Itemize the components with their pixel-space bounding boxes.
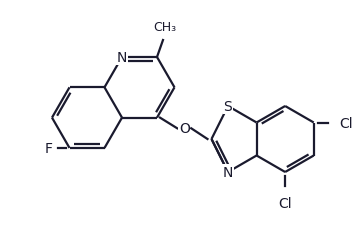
Text: Cl: Cl — [340, 116, 353, 130]
Text: O: O — [179, 122, 190, 136]
Text: Cl: Cl — [278, 196, 292, 210]
Text: N: N — [223, 165, 233, 179]
Text: F: F — [45, 141, 53, 155]
Text: CH₃: CH₃ — [154, 21, 176, 34]
Text: N: N — [117, 51, 127, 65]
Text: S: S — [224, 100, 232, 114]
